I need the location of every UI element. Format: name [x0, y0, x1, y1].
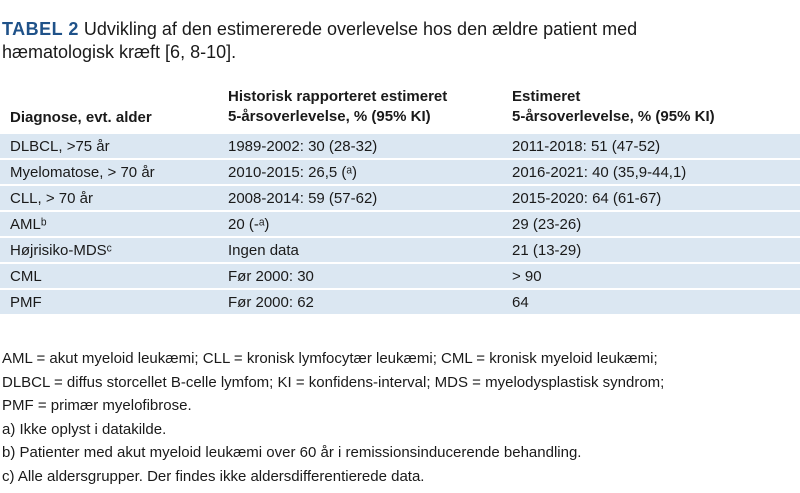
table-row: AMLᵇ 20 (-ᵃ) 29 (23-26) — [0, 212, 800, 238]
cell-historical: Før 2000: 62 — [228, 294, 314, 311]
cell-estimated: 2015-2020: 64 (61-67) — [512, 190, 662, 207]
cell-estimated: 64 — [512, 294, 529, 311]
header-historical: Historisk rapporteret estimeret 5-årsove… — [228, 87, 447, 127]
abbreviations-line2: DLBCL = diffus storcellet B-celle lymfom… — [2, 373, 665, 391]
table-row: Højrisiko-MDSᶜ Ingen data 21 (13-29) — [0, 238, 800, 264]
header-estimated-line2: 5-årsoverlevelse, % (95% KI) — [512, 108, 715, 125]
footnote-b: b) Patienter med akut myeloid leukæmi ov… — [2, 444, 582, 461]
table-row: PMF Før 2000: 62 64 — [0, 290, 800, 316]
cell-diagnosis: CML — [10, 268, 42, 285]
cell-estimated: 2011-2018: 51 (47-52) — [512, 138, 661, 155]
cell-estimated: 29 (23-26) — [512, 216, 582, 233]
table-caption: TABEL 2 Udvikling af den estimererede ov… — [2, 18, 792, 64]
table-row: CML Før 2000: 30 > 90 — [0, 264, 800, 290]
header-diagnosis: Diagnose, evt. alder — [10, 109, 152, 126]
cell-estimated: 21 (13-29) — [512, 242, 582, 259]
table-label: TABEL 2 — [2, 19, 79, 39]
footnote-a: a) Ikke oplyst i datakilde. — [2, 420, 167, 438]
cell-diagnosis: CLL, > 70 år — [10, 190, 93, 207]
header-estimated-line1: Estimeret — [512, 88, 581, 105]
cell-estimated: > 90 — [512, 268, 542, 285]
cell-historical: 2010-2015: 26,5 (ᵃ) — [228, 164, 358, 181]
cell-estimated: 2016-2021: 40 (35,9-44,1) — [512, 164, 687, 181]
caption-text-line2: hæmatologisk kræft [6, 8-10]. — [2, 42, 237, 62]
caption-text-line1: Udvikling af den estimererede overlevels… — [78, 19, 638, 39]
table-header: Diagnose, evt. alder Historisk rapporter… — [0, 84, 800, 134]
table-row: Myelomatose, > 70 år 2010-2015: 26,5 (ᵃ)… — [0, 160, 800, 186]
footnote-c: c) Alle aldersgrupper. Der findes ikke a… — [2, 467, 425, 485]
survival-table: Diagnose, evt. alder Historisk rapporter… — [0, 84, 800, 316]
cell-diagnosis: DLBCL, >75 år — [10, 138, 110, 155]
abbreviations-line1: AML = akut myeloid leukæmi; CLL = kronis… — [2, 350, 658, 367]
cell-diagnosis: Myelomatose, > 70 år — [10, 164, 155, 181]
header-estimated: Estimeret 5-årsoverlevelse, % (95% KI) — [512, 87, 715, 127]
cell-historical: 1989-2002: 30 (28-32) — [228, 138, 378, 155]
cell-historical: Før 2000: 30 — [228, 268, 314, 285]
cell-historical: Ingen data — [228, 242, 299, 259]
header-historical-line1: Historisk rapporteret estimeret — [228, 88, 448, 105]
table-footnotes: AML = akut myeloid leukæmi; CLL = kronis… — [2, 347, 798, 488]
table-row: DLBCL, >75 år 1989-2002: 30 (28-32) 2011… — [0, 134, 800, 160]
cell-diagnosis: AMLᵇ — [10, 216, 47, 233]
cell-historical: 2008-2014: 59 (57-62) — [228, 190, 378, 207]
abbreviations-line3: PMF = primær myelofibrose. — [2, 397, 192, 414]
table-row: CLL, > 70 år 2008-2014: 59 (57-62) 2015-… — [0, 186, 800, 212]
cell-diagnosis: PMF — [10, 294, 42, 311]
cell-historical: 20 (-ᵃ) — [228, 216, 270, 233]
cell-diagnosis: Højrisiko-MDSᶜ — [10, 242, 112, 259]
header-historical-line2: 5-årsoverlevelse, % (95% KI) — [228, 108, 431, 125]
